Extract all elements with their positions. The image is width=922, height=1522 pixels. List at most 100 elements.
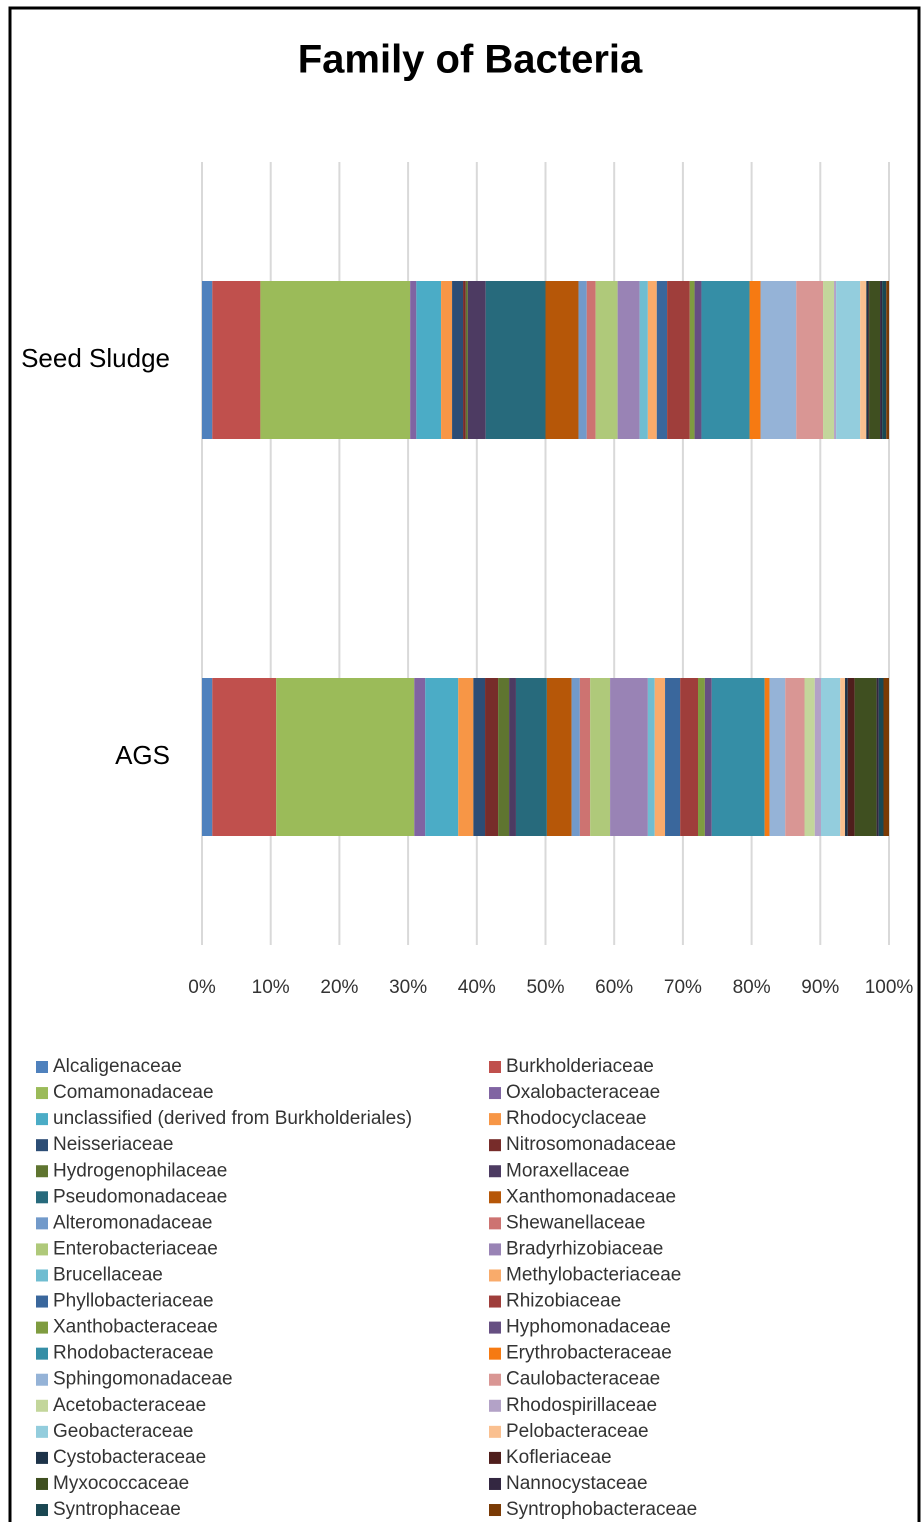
bar-segment [834, 281, 837, 439]
bar-segment [485, 281, 546, 439]
bar-segment [876, 678, 879, 836]
legend-swatch [36, 1477, 48, 1490]
legend-label: Bradyrhizobiaceae [506, 1238, 663, 1259]
legend-label: Shewanellaceae [506, 1212, 645, 1233]
legend-label: unclassified (derived from Burkholderial… [53, 1108, 412, 1129]
bar-segment [711, 678, 765, 836]
bar-segment [458, 678, 474, 836]
legend-swatch [36, 1321, 48, 1334]
x-tick-label: 100% [865, 977, 914, 998]
legend-swatch [489, 1243, 501, 1256]
bar-segment [823, 281, 835, 439]
bar-segment [804, 678, 815, 836]
bar-segment [760, 281, 797, 439]
legend-swatch [489, 1477, 501, 1490]
legend-label: Hydrogenophilaceae [53, 1160, 227, 1181]
legend-label: Moraxellaceae [506, 1160, 630, 1181]
bar-segment [667, 281, 690, 439]
legend-label: Pseudomonadaceae [53, 1186, 227, 1207]
bar-segment [425, 678, 459, 836]
legend-label: Rhodospirillaceae [506, 1395, 657, 1416]
bar-segment [845, 678, 848, 836]
legend-swatch [36, 1347, 48, 1360]
bar-segment [647, 281, 657, 439]
legend-swatch [36, 1295, 48, 1308]
bar-segment [509, 678, 516, 836]
bar-segment [880, 281, 883, 439]
legend-swatch [36, 1425, 48, 1438]
legend-label: Oxalobacteraceae [506, 1082, 660, 1103]
legend-label: Rhodocyclaceae [506, 1108, 646, 1129]
legend-label: Nannocystaceae [506, 1473, 648, 1494]
x-tick-label: 10% [252, 977, 290, 998]
bar-segment [441, 281, 453, 439]
bar-segment [414, 678, 426, 836]
legend-label: Nitrosomonadaceae [506, 1134, 676, 1155]
x-tick-label: 70% [664, 977, 702, 998]
legend-swatch [36, 1399, 48, 1412]
bar-segment [571, 678, 580, 836]
bar-segment [698, 678, 705, 836]
legend-label: Sphingomonadaceae [53, 1369, 233, 1390]
legend-label: Rhizobiaceae [506, 1291, 621, 1312]
bar-segment [202, 281, 213, 439]
bar-segment [546, 678, 572, 836]
bar-segment [202, 678, 213, 836]
bar-segment [701, 281, 750, 439]
bar-segment [749, 281, 761, 439]
bar-segment [869, 281, 881, 439]
bar-segment [260, 281, 411, 439]
legend-swatch [489, 1217, 501, 1230]
legend-swatch [36, 1139, 48, 1152]
x-tick-label: 40% [458, 977, 496, 998]
bar-segment [847, 678, 855, 836]
bar-segment [578, 281, 587, 439]
bar-segment [610, 678, 648, 836]
x-tick-label: 50% [526, 977, 564, 998]
legend-label: Comamonadaceae [53, 1082, 214, 1103]
bar-segment [654, 678, 666, 836]
bar-segment [485, 678, 499, 836]
bar-segment [410, 281, 417, 439]
bar-segment [785, 678, 805, 836]
legend-label: Xanthomonadaceae [506, 1186, 676, 1207]
legend-label: Pelobacteraceae [506, 1421, 649, 1442]
legend-swatch [36, 1504, 48, 1517]
legend-label: Alcaligenaceae [53, 1056, 182, 1077]
legend-swatch [36, 1217, 48, 1230]
legend-swatch [489, 1321, 501, 1334]
legend-swatch [489, 1061, 501, 1073]
legend-swatch [36, 1373, 48, 1386]
legend-swatch [36, 1087, 48, 1100]
legend-label: Enterobacteriaceae [53, 1238, 218, 1259]
bar-segment [665, 678, 681, 836]
legend-label: Burkholderiaceae [506, 1056, 654, 1077]
legend-label: Cystobacteraceae [53, 1447, 206, 1468]
bar-segment [680, 678, 699, 836]
legend-label: Phyllobacteriaceae [53, 1291, 214, 1312]
legend-swatch [489, 1373, 501, 1386]
x-tick-label: 90% [801, 977, 839, 998]
x-tick-label: 30% [389, 977, 427, 998]
legend-swatch [489, 1113, 501, 1126]
bar-segment [868, 281, 870, 439]
legend-swatch [489, 1269, 501, 1282]
legend-swatch [489, 1191, 501, 1204]
legend-swatch [489, 1451, 501, 1464]
bar-segment [639, 281, 648, 439]
bar-segment [212, 281, 261, 439]
legend-swatch [36, 1165, 48, 1178]
bar-segment [704, 678, 712, 836]
bar-segment [854, 678, 877, 836]
legend-swatch [36, 1113, 48, 1126]
legend-label: Geobacteraceae [53, 1421, 194, 1442]
legend-swatch [489, 1087, 501, 1100]
legend-swatch [489, 1295, 501, 1308]
bar-segment [463, 281, 466, 439]
bar-segment [860, 281, 867, 439]
bar-segment [886, 281, 889, 439]
legend-label: Erythrobacteraceae [506, 1343, 672, 1364]
bar-segment [656, 281, 668, 439]
bar-segment [617, 281, 640, 439]
